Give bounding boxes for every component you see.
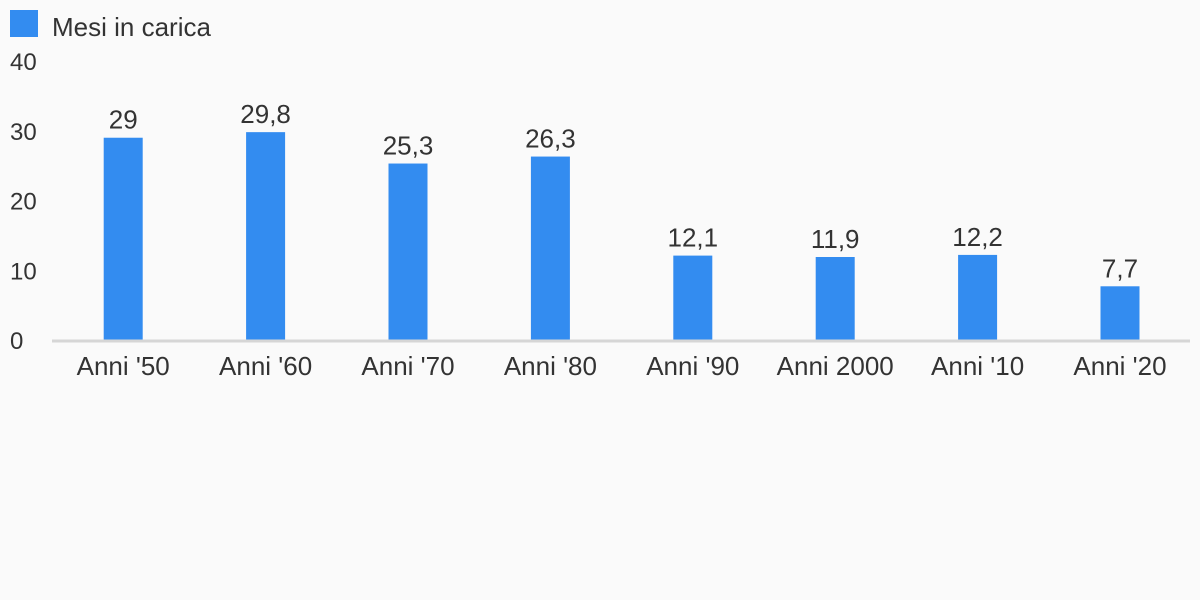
x-tick-label: Anni '10 <box>931 351 1024 381</box>
bar <box>815 256 855 340</box>
y-tick-label: 0 <box>10 328 23 355</box>
y-tick-label: 10 <box>10 258 37 285</box>
bar-value-label: 29 <box>109 105 138 135</box>
bar <box>673 255 713 340</box>
bar-value-label: 29,8 <box>240 99 291 129</box>
x-tick-label: Anni '70 <box>361 351 454 381</box>
x-tick-label: Anni '90 <box>646 351 739 381</box>
bars <box>103 132 1140 340</box>
bar <box>246 132 286 340</box>
y-axis: 0 10 20 30 40 <box>10 49 37 355</box>
x-tick-label: Anni '20 <box>1073 351 1166 381</box>
y-tick-label: 30 <box>10 119 37 146</box>
bar <box>530 156 570 340</box>
bar <box>1100 286 1140 340</box>
data-labels: 29 29,8 25,3 26,3 12,1 11,9 12,2 7,7 <box>109 99 1138 283</box>
y-tick-label: 20 <box>10 189 37 216</box>
bar <box>958 254 998 340</box>
x-tick-label: Anni '50 <box>77 351 170 381</box>
x-tick-label: Anni '80 <box>504 351 597 381</box>
bar-value-label: 25,3 <box>383 131 434 161</box>
bar-value-label: 11,9 <box>811 224 860 254</box>
legend: Mesi in carica <box>10 10 211 42</box>
bar-value-label: 12,1 <box>667 223 718 253</box>
bar-value-label: 26,3 <box>525 124 576 154</box>
bar <box>388 163 428 340</box>
bar-value-label: 7,7 <box>1102 253 1138 283</box>
bar-value-label: 12,2 <box>952 222 1003 252</box>
x-tick-label: Anni '60 <box>219 351 312 381</box>
legend-label: Mesi in carica <box>52 12 211 42</box>
legend-swatch <box>10 10 38 37</box>
x-tick-label: Anni 2000 <box>777 351 894 381</box>
bar <box>103 137 143 340</box>
x-axis: Anni '50 Anni '60 Anni '70 Anni '80 Anni '90… <box>77 351 1167 381</box>
y-tick-label: 40 <box>10 49 37 76</box>
